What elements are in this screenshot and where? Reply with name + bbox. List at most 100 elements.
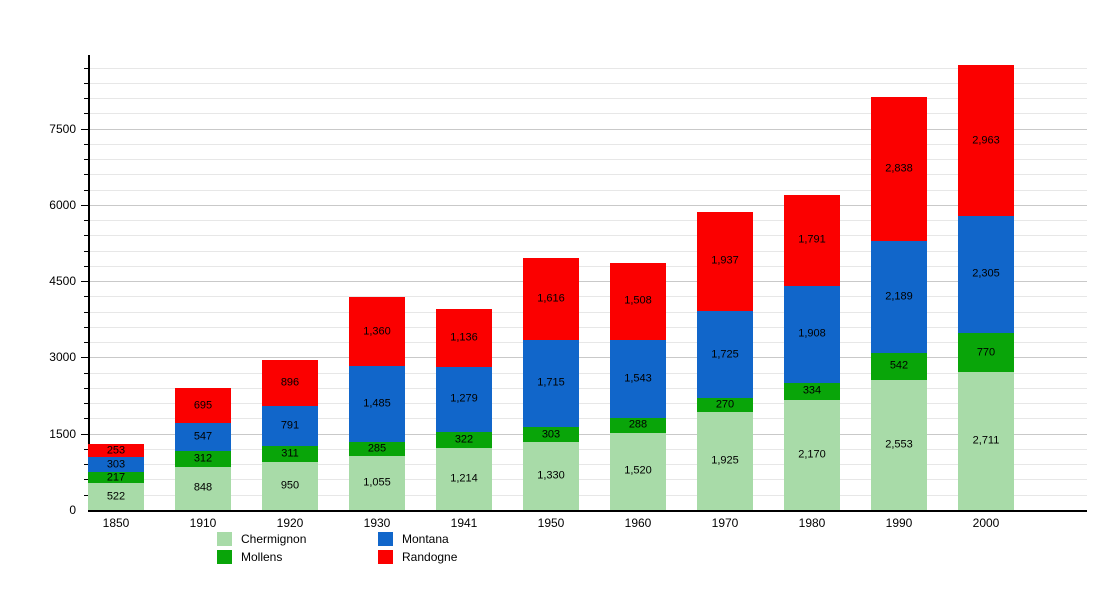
segment-value-label: 848	[193, 481, 213, 494]
bar-segment-chermignon-1910: 848	[175, 466, 231, 510]
segment-value-label: 1,214	[450, 472, 478, 485]
segment-value-label: 2,553	[885, 438, 913, 451]
segment-value-label: 1,937	[711, 254, 739, 267]
y-axis-tick	[84, 265, 88, 267]
segment-value-label: 334	[802, 384, 822, 397]
bar-segment-montana-1910: 547	[175, 423, 231, 452]
y-axis-tick	[84, 387, 88, 389]
y-axis-tick	[84, 494, 88, 496]
gridline	[90, 204, 1087, 206]
gridline	[90, 464, 1087, 466]
gridline	[90, 174, 1087, 176]
segment-value-label: 322	[454, 433, 474, 446]
y-axis-label: 0	[69, 503, 76, 517]
bar-segment-mollens-1960: 288	[610, 418, 666, 433]
bar-segment-mollens-1930: 285	[349, 441, 405, 457]
segment-value-label: 695	[193, 399, 213, 412]
segment-value-label: 217	[106, 471, 126, 484]
y-axis-label: 4500	[49, 274, 76, 289]
segment-value-label: 2,305	[972, 267, 1000, 280]
x-axis-label: 2000	[972, 516, 1000, 530]
gridline	[90, 67, 1087, 69]
bar-segment-montana-1941: 1,279	[436, 366, 492, 432]
segment-value-label: 288	[628, 418, 648, 431]
y-axis-tick	[84, 448, 88, 450]
y-axis-tick	[84, 235, 88, 237]
legend-swatch-mollens	[217, 550, 232, 564]
y-axis-tick	[81, 281, 88, 283]
gridline	[90, 387, 1087, 389]
segment-value-label: 522	[106, 490, 126, 503]
y-axis-tick	[84, 342, 88, 344]
bar-segment-chermignon-1941: 1,214	[436, 448, 492, 510]
bar-segment-chermignon-1990: 2,553	[871, 380, 927, 510]
segment-value-label: 1,360	[363, 325, 391, 338]
segment-value-label: 270	[715, 398, 735, 411]
segment-value-label: 1,279	[450, 392, 478, 405]
bar-segment-montana-1970: 1,725	[697, 310, 753, 399]
y-axis-tick	[84, 464, 88, 466]
y-axis-tick	[84, 189, 88, 191]
bar-segment-randogne-1850: 253	[88, 444, 144, 458]
bar-segment-montana-2000: 2,305	[958, 215, 1014, 334]
gridline	[90, 418, 1087, 420]
y-axis-tick	[81, 128, 88, 130]
gridline	[90, 82, 1087, 84]
x-axis-label: 1970	[711, 516, 739, 530]
segment-value-label: 542	[889, 359, 909, 372]
bar-segment-randogne-1950: 1,616	[523, 257, 579, 340]
gridline	[90, 281, 1087, 283]
y-axis-label: 1500	[49, 426, 76, 441]
x-axis-label: 1910	[189, 516, 217, 530]
gridline	[90, 479, 1087, 481]
y-axis-tick	[84, 296, 88, 298]
y-axis-tick	[81, 204, 88, 206]
gridline	[90, 189, 1087, 191]
y-axis-tick	[84, 98, 88, 100]
bar-segment-randogne-1920: 896	[262, 360, 318, 406]
y-axis-tick	[84, 67, 88, 69]
segment-value-label: 1,791	[798, 233, 826, 246]
segment-value-label: 285	[367, 442, 387, 455]
gridline	[90, 372, 1087, 374]
bar-segment-chermignon-1950: 1,330	[523, 442, 579, 510]
segment-value-label: 303	[106, 458, 126, 471]
bar-segment-mollens-1950: 303	[523, 427, 579, 443]
y-axis-tick	[84, 159, 88, 161]
gridline	[90, 448, 1087, 450]
y-axis-tick	[84, 250, 88, 252]
bar-segment-randogne-2000: 2,963	[958, 65, 1014, 216]
gridline	[90, 357, 1087, 359]
bar-segment-chermignon-1850: 522	[88, 483, 144, 510]
segment-value-label: 1,485	[363, 397, 391, 410]
segment-value-label: 1,725	[711, 348, 739, 361]
gridline	[90, 159, 1087, 161]
gridline	[90, 250, 1087, 252]
bar-segment-randogne-1960: 1,508	[610, 263, 666, 340]
plot-area: 0 1500 3000 4500 6000 7500 522 217 303 253 1850 848…	[49, 55, 1087, 530]
y-axis-tick	[84, 82, 88, 84]
bar-segment-montana-1920: 791	[262, 405, 318, 446]
bar-segment-montana-1950: 1,715	[523, 339, 579, 427]
x-axis-label: 1850	[102, 516, 130, 530]
x-axis-label: 1950	[537, 516, 565, 530]
bar-segment-mollens-1850: 217	[88, 471, 144, 484]
bar-segment-chermignon-2000: 2,711	[958, 372, 1014, 510]
gridline	[90, 296, 1087, 298]
gridline	[90, 403, 1087, 405]
gridline	[90, 311, 1087, 313]
segment-value-label: 770	[976, 346, 996, 359]
y-axis-tick	[84, 372, 88, 374]
gridline	[90, 113, 1087, 115]
y-axis-tick	[84, 113, 88, 115]
y-axis-tick	[84, 220, 88, 222]
x-axis-label: 1920	[276, 516, 304, 530]
gridline	[90, 98, 1087, 100]
segment-value-label: 2,711	[972, 434, 1000, 447]
gridline	[90, 326, 1087, 328]
bar-segment-randogne-1930: 1,360	[349, 297, 405, 367]
y-axis-label: 3000	[49, 350, 76, 365]
legend-swatch-chermignon	[217, 532, 232, 546]
bar-segment-chermignon-1970: 1,925	[697, 412, 753, 510]
